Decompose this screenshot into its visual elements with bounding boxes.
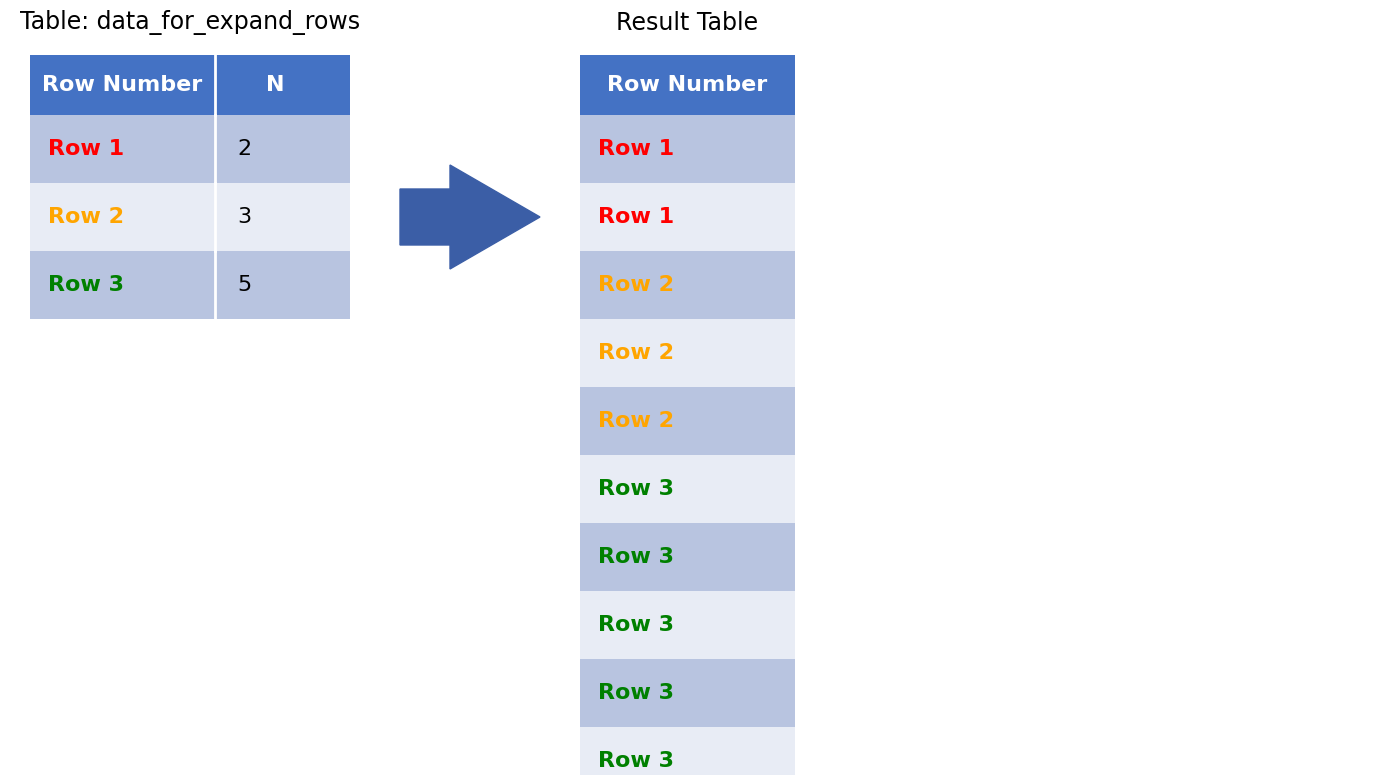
Bar [580, 251, 795, 319]
Bar [29, 251, 350, 319]
Bar [29, 183, 350, 251]
Text: Row 3: Row 3 [598, 615, 673, 635]
Text: Row 1: Row 1 [598, 139, 675, 159]
Bar [29, 55, 350, 115]
Bar [580, 523, 795, 591]
Bar [580, 659, 795, 727]
Text: Row 3: Row 3 [598, 479, 673, 499]
Text: Row Number: Row Number [42, 75, 203, 95]
Text: 5: 5 [237, 275, 251, 295]
Text: N: N [266, 75, 286, 95]
Text: Row 2: Row 2 [598, 411, 673, 431]
Text: Row 3: Row 3 [598, 683, 673, 703]
Text: Row 3: Row 3 [598, 751, 673, 771]
Text: Row 3: Row 3 [48, 275, 125, 295]
Bar [580, 727, 795, 775]
Text: Row 2: Row 2 [48, 207, 125, 227]
Bar [29, 115, 350, 183]
Text: Row 2: Row 2 [598, 343, 673, 363]
Text: Row 1: Row 1 [48, 139, 125, 159]
Text: Result Table: Result Table [616, 11, 759, 35]
Polygon shape [400, 165, 540, 269]
Text: Table: data_for_expand_rows: Table: data_for_expand_rows [20, 10, 360, 35]
Bar [580, 387, 795, 455]
Text: Row Number: Row Number [608, 75, 767, 95]
Bar [580, 319, 795, 387]
Text: 3: 3 [237, 207, 251, 227]
Bar [580, 55, 795, 115]
Bar [580, 115, 795, 183]
Bar [580, 455, 795, 523]
Text: Row 1: Row 1 [598, 207, 675, 227]
Bar [580, 591, 795, 659]
Text: Row 3: Row 3 [598, 547, 673, 567]
Text: 2: 2 [237, 139, 251, 159]
Text: Row 2: Row 2 [598, 275, 673, 295]
Bar [580, 183, 795, 251]
